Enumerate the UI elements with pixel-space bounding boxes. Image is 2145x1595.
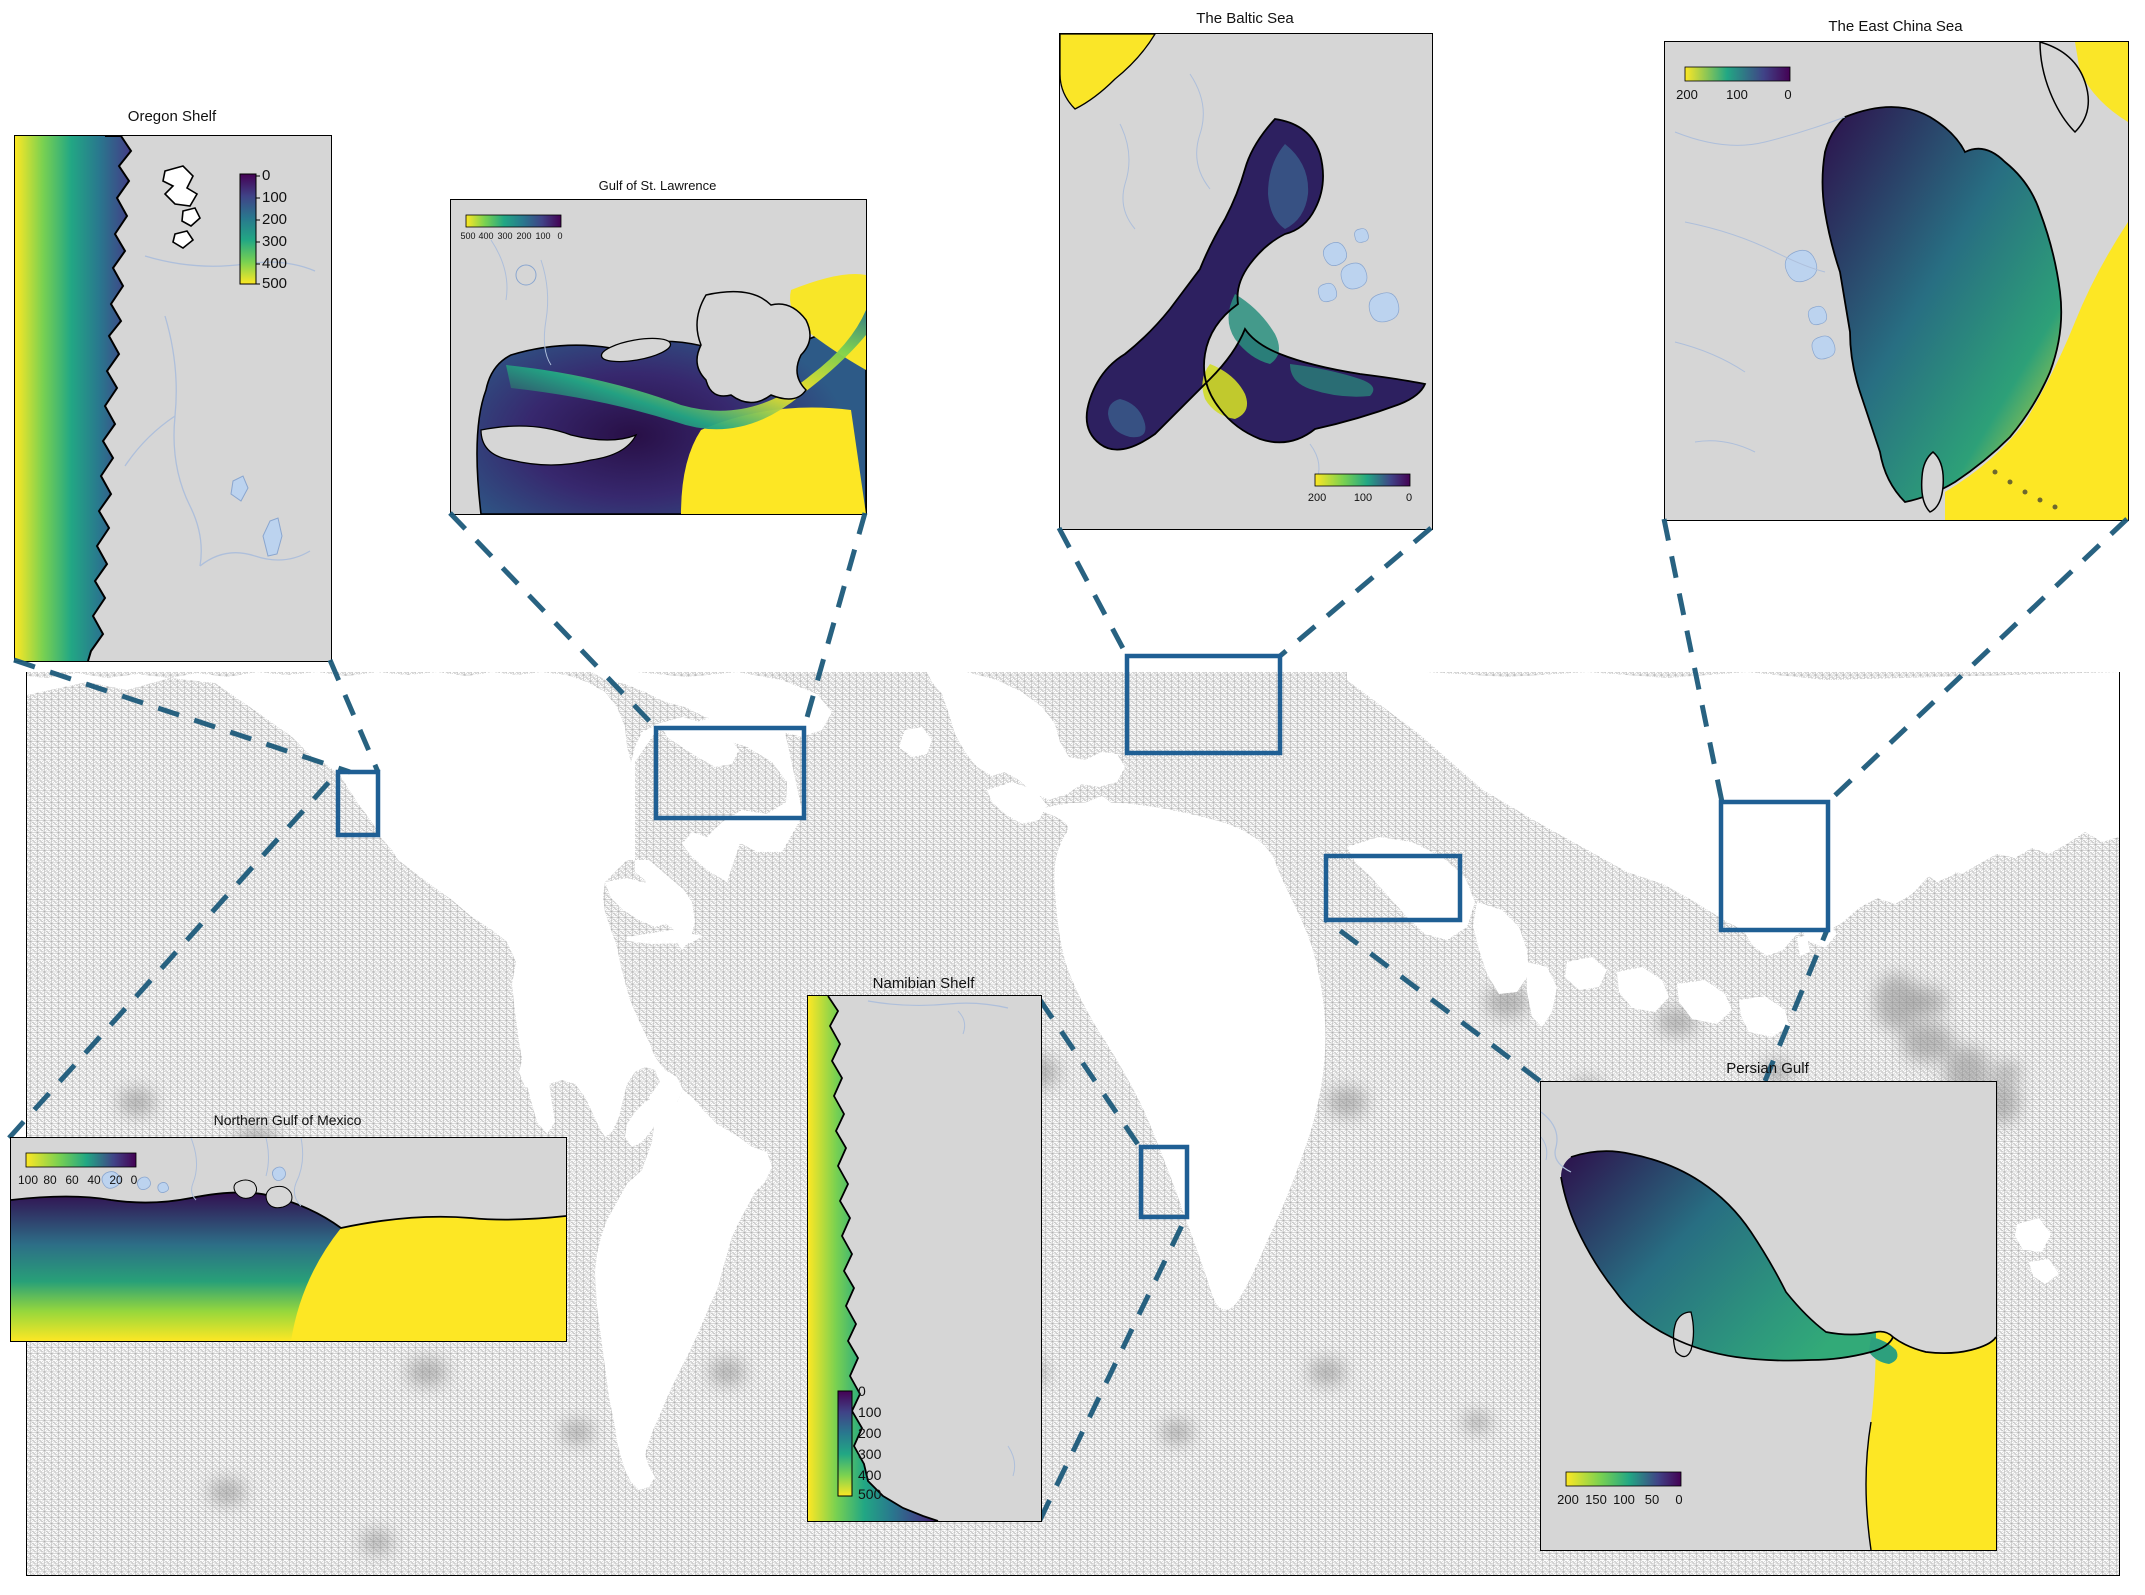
- svg-text:0: 0: [131, 1173, 138, 1187]
- svg-text:50: 50: [1645, 1492, 1659, 1507]
- svg-text:0: 0: [858, 1383, 866, 1399]
- svg-text:200: 200: [516, 231, 531, 241]
- svg-text:60: 60: [65, 1173, 79, 1187]
- svg-text:100: 100: [262, 189, 287, 206]
- svg-text:100: 100: [1726, 87, 1748, 102]
- svg-text:200: 200: [1676, 87, 1698, 102]
- svg-text:400: 400: [858, 1467, 882, 1483]
- svg-text:200: 200: [262, 211, 287, 228]
- svg-text:100: 100: [535, 231, 550, 241]
- svg-text:200: 200: [858, 1425, 882, 1441]
- svg-text:100: 100: [18, 1173, 38, 1187]
- svg-text:400: 400: [478, 231, 493, 241]
- svg-text:0: 0: [1675, 1492, 1682, 1507]
- svg-text:500: 500: [858, 1486, 882, 1502]
- svg-text:80: 80: [43, 1173, 57, 1187]
- svg-text:200: 200: [1308, 492, 1326, 504]
- svg-text:0: 0: [1406, 492, 1412, 504]
- svg-text:150: 150: [1585, 1492, 1607, 1507]
- svg-text:100: 100: [858, 1404, 882, 1420]
- svg-text:300: 300: [262, 233, 287, 250]
- svg-text:500: 500: [262, 275, 287, 292]
- svg-text:100: 100: [1613, 1492, 1635, 1507]
- svg-text:20: 20: [109, 1173, 123, 1187]
- svg-text:40: 40: [87, 1173, 101, 1187]
- svg-text:0: 0: [1784, 87, 1791, 102]
- svg-text:0: 0: [557, 231, 562, 241]
- svg-text:200: 200: [1557, 1492, 1579, 1507]
- svg-text:0: 0: [262, 167, 270, 184]
- svg-text:500: 500: [460, 231, 475, 241]
- svg-text:300: 300: [497, 231, 512, 241]
- svg-text:300: 300: [858, 1446, 882, 1462]
- svg-text:100: 100: [1354, 492, 1372, 504]
- svg-text:400: 400: [262, 255, 287, 272]
